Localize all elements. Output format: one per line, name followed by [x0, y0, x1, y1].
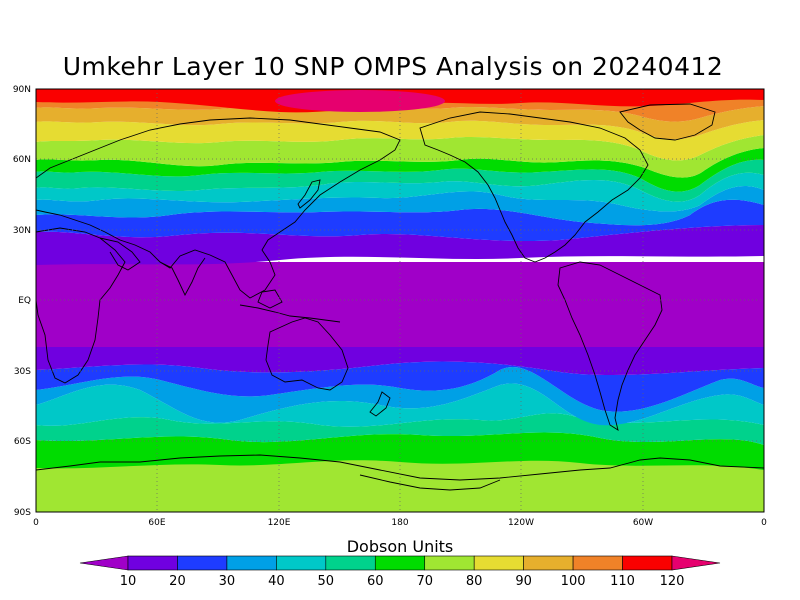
lat-label-30n: 30N [13, 226, 31, 236]
band-100-north [36, 106, 764, 140]
colorbar: 10 20 30 40 50 60 70 80 90 100 110 120 [79, 555, 721, 589]
coast-borneo [257, 289, 283, 309]
colorbar-swatch [127, 555, 178, 571]
colorbar-tick-label: 10 [120, 574, 137, 589]
colorbar-tick-label: 120 [660, 574, 685, 589]
band-80-north [36, 135, 764, 178]
coast-south-america [557, 261, 663, 431]
band-90-north [36, 120, 764, 161]
ozone-field [36, 89, 764, 512]
coast-new-zealand [369, 391, 391, 417]
colorbar-tick-label: 90 [515, 574, 532, 589]
coast-australia [265, 317, 349, 391]
colorbar-swatch [572, 555, 623, 571]
colorbar-swatch [622, 555, 673, 571]
lon-label-0-east: 0 [761, 518, 767, 528]
band-30-north [36, 199, 764, 242]
colorbar-swatch [523, 555, 574, 571]
lon-label-0-west: 0 [33, 518, 39, 528]
colorbar-title: Dobson Units [346, 537, 454, 556]
coastlines [36, 103, 764, 491]
band-70-south [36, 432, 764, 470]
lat-label-30s: 30S [14, 367, 31, 377]
colorbar-tick-label: 50 [318, 574, 335, 589]
colorbar-arrow-low [79, 555, 129, 571]
lon-label-180: 180 [391, 518, 408, 528]
colorbar-tick-label: 70 [416, 574, 433, 589]
colorbar-tick-label: 60 [367, 574, 384, 589]
coast-india [159, 257, 206, 297]
coast-maritime-asia [239, 304, 341, 323]
colorbar-swatch [424, 555, 475, 571]
lat-label-eq: EQ [18, 296, 31, 306]
colorbar-arrow-high [671, 555, 721, 571]
colorbar-swatch [226, 555, 277, 571]
lon-label-120e: 120E [268, 518, 291, 528]
colorbar-tick-label: 30 [219, 574, 236, 589]
band-20-south [36, 341, 764, 376]
lon-label-60w: 60W [633, 518, 653, 528]
band-60-north [36, 159, 764, 202]
colorbar-swatch [325, 555, 376, 571]
colorbar-swatch [276, 555, 327, 571]
lat-label-60n: 60N [13, 155, 31, 165]
lon-label-60e: 60E [148, 518, 165, 528]
coast-europe-asia [36, 117, 401, 299]
colorbar-swatch [473, 555, 524, 571]
ozone-maximum-north [275, 90, 445, 112]
band-10-tropics [36, 262, 764, 347]
map-frame [35, 88, 765, 513]
band-40-south [36, 366, 764, 426]
colorbar-tick-label: 20 [169, 574, 186, 589]
colorbar-tick-label: 40 [268, 574, 285, 589]
lat-label-90n: 90N [13, 85, 31, 95]
coast-arabia [99, 237, 141, 271]
coast-antarctica [36, 454, 764, 481]
lon-label-120w: 120W [508, 518, 534, 528]
colorbar-tick-label: 110 [610, 574, 635, 589]
colorbar-swatch [374, 555, 426, 571]
lat-label-60s: 60S [14, 437, 31, 447]
band-50-north [36, 172, 764, 212]
band-30-south [36, 361, 764, 412]
colorbar-tick-label: 80 [466, 574, 483, 589]
band-50-south [36, 383, 764, 427]
coast-japan [297, 179, 321, 209]
coast-north-america [419, 111, 649, 263]
lat-label-90s: 90S [14, 508, 31, 518]
colorbar-swatch [177, 555, 228, 571]
colorbar-tick-label: 100 [561, 574, 586, 589]
page-title: Umkehr Layer 10 SNP OMPS Analysis on 202… [62, 52, 724, 81]
coast-ross-sea [359, 474, 501, 491]
coast-greenland [619, 103, 716, 141]
graticule [36, 89, 764, 512]
